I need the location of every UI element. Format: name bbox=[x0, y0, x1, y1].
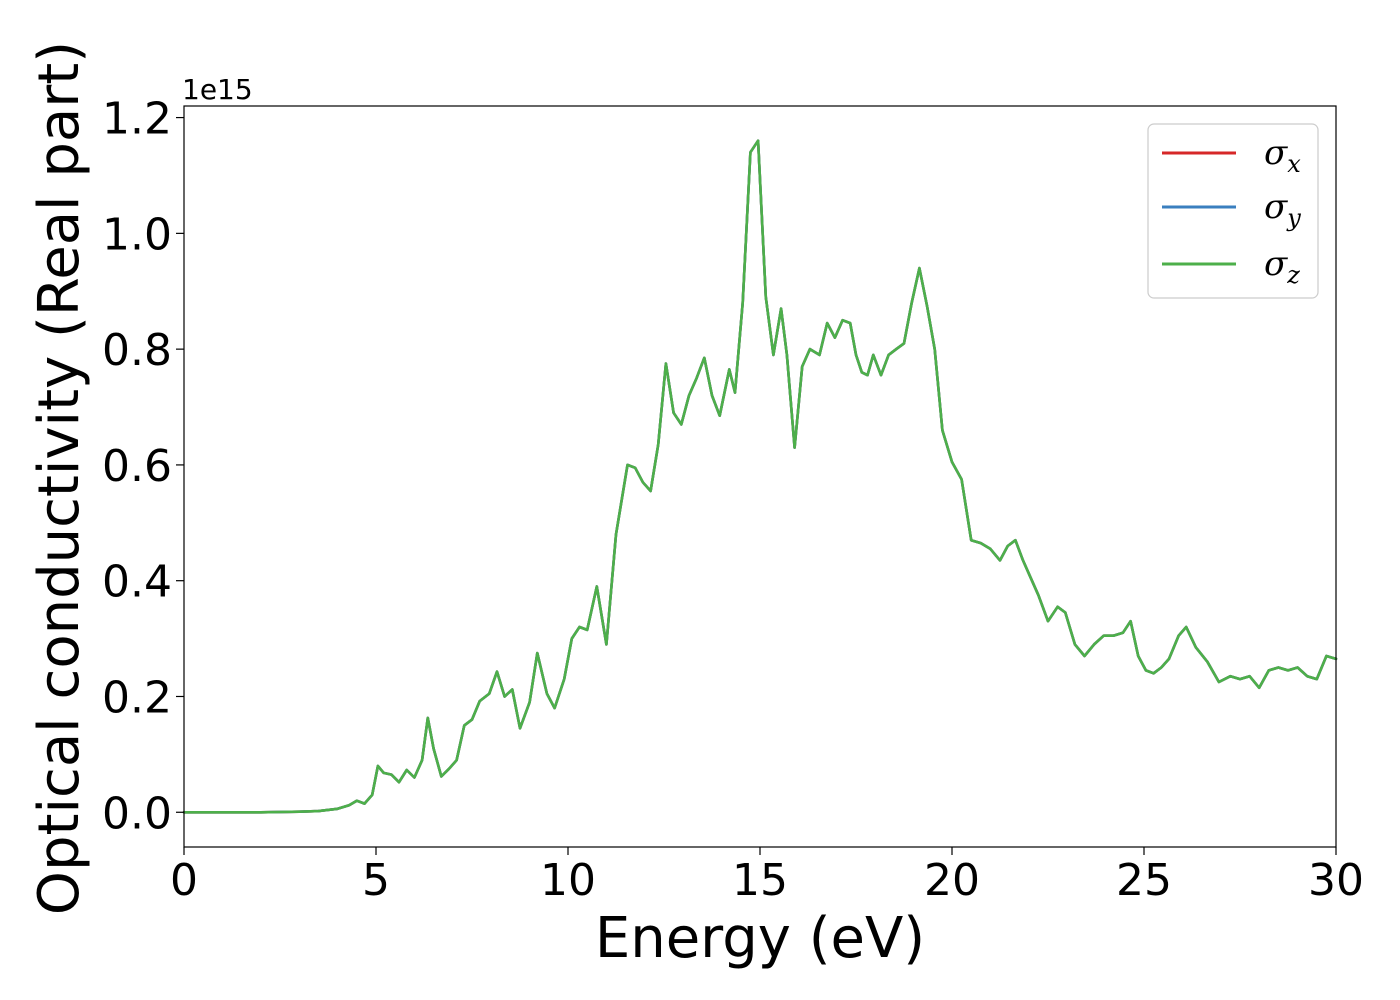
legend-box bbox=[1147, 123, 1319, 299]
y-axis-title: Optical conductivity (Real part) bbox=[27, 41, 92, 915]
x-tick-label: 30 bbox=[1308, 855, 1364, 906]
x-tick-label: 0 bbox=[170, 855, 198, 906]
legend-label-sigma-z: σz bbox=[1264, 244, 1300, 289]
y-tick-label: 1.0 bbox=[102, 209, 172, 260]
x-tick-label: 25 bbox=[1116, 855, 1172, 906]
x-tick-label: 5 bbox=[362, 855, 390, 906]
y-offset-label: 1e15 bbox=[182, 73, 253, 106]
y-tick-label: 0.4 bbox=[102, 557, 172, 608]
x-tick-label: 10 bbox=[540, 855, 596, 906]
legend-label-sigma-x: σx bbox=[1264, 133, 1301, 178]
legend-entries: σx σy σz bbox=[1162, 133, 1301, 289]
series-line-sigma-z bbox=[182, 139, 1338, 814]
series-layer bbox=[182, 139, 1338, 814]
y-tick-label: 0.0 bbox=[102, 788, 172, 839]
y-tick-label: 1.2 bbox=[102, 94, 172, 145]
y-axis-ticks: 0.0 0.2 0.4 0.6 0.8 1.0 1.2 bbox=[102, 94, 184, 839]
y-tick-label: 0.8 bbox=[102, 325, 172, 376]
y-tick-label: 0.2 bbox=[102, 672, 172, 723]
x-tick-label: 20 bbox=[924, 855, 980, 906]
legend: σx σy σz bbox=[1147, 123, 1319, 299]
y-tick-label: 0.6 bbox=[102, 441, 172, 492]
x-axis-title: Energy (eV) bbox=[595, 906, 925, 971]
x-tick-label: 15 bbox=[732, 855, 788, 906]
x-axis-ticks: 0 5 10 15 20 25 30 bbox=[170, 847, 1364, 906]
legend-label-sigma-y: σy bbox=[1264, 187, 1301, 232]
